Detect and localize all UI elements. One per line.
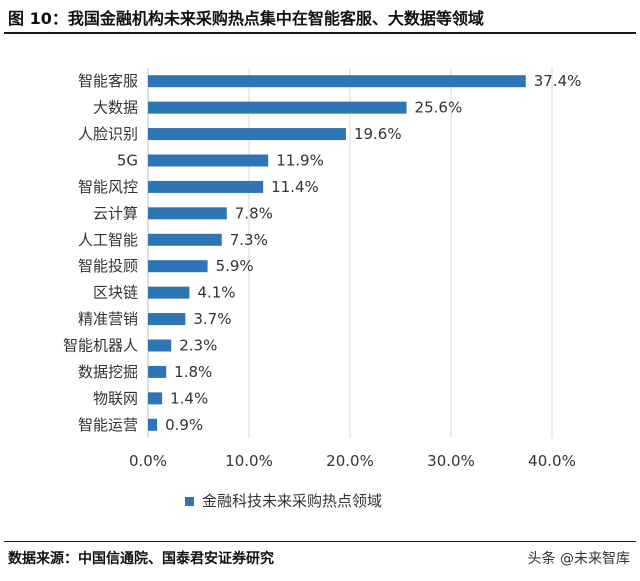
value-label: 2.3% — [179, 337, 217, 355]
category-label: 人脸识别 — [78, 125, 138, 143]
bar — [148, 418, 158, 431]
watermark: 头条 @未来智库 — [527, 551, 630, 567]
value-label: 11.4% — [271, 178, 319, 196]
grid-lines — [147, 68, 553, 438]
x-tick-label: 10.0% — [225, 452, 273, 470]
value-label: 25.6% — [415, 99, 463, 117]
value-labels: 37.4% 25.6% 19.6% 11.9% 11.4% 7.8% 7.3% 5.9% 4.1… — [165, 72, 581, 434]
value-label: 3.7% — [193, 310, 231, 328]
value-label: 37.4% — [534, 72, 582, 90]
bar — [148, 207, 227, 220]
bar — [148, 180, 264, 193]
category-label: 精准营销 — [78, 310, 138, 328]
bar — [148, 260, 208, 273]
bar — [148, 313, 186, 326]
category-label: 智能投顾 — [78, 257, 138, 275]
category-label: 人工智能 — [78, 231, 138, 249]
value-label: 5.9% — [216, 257, 254, 275]
bar — [148, 154, 269, 167]
bar — [148, 233, 222, 246]
category-label: 大数据 — [93, 99, 138, 117]
category-label: 智能运营 — [78, 416, 138, 434]
legend: 金融科技未来采购热点领域 — [185, 492, 382, 510]
legend-swatch — [185, 497, 194, 506]
bar — [148, 286, 190, 299]
top-rule — [4, 32, 636, 34]
x-tick-labels: 0.0% 10.0% 20.0% 30.0% 40.0% — [129, 452, 576, 470]
bar — [148, 101, 407, 114]
value-label: 1.8% — [174, 363, 212, 381]
value-label: 0.9% — [165, 416, 203, 434]
bar — [148, 128, 346, 141]
legend-label: 金融科技未来采购热点领域 — [202, 492, 382, 510]
value-label: 1.4% — [170, 389, 208, 407]
chart-title: 图 10：我国金融机构未来采购热点集中在智能客服、大数据等领域 — [8, 9, 484, 28]
category-label: 云计算 — [93, 204, 138, 222]
category-label: 智能风控 — [78, 178, 138, 196]
category-label: 5G — [117, 152, 138, 170]
category-label: 区块链 — [93, 284, 138, 302]
x-tick-label: 30.0% — [427, 452, 475, 470]
category-label: 物联网 — [93, 389, 138, 407]
category-label: 智能机器人 — [63, 337, 138, 355]
value-label: 7.8% — [235, 204, 273, 222]
source-note: 数据来源：中国信通院、国泰君安证券研究 — [8, 551, 274, 567]
bar — [148, 392, 163, 405]
x-tick-label: 20.0% — [326, 452, 374, 470]
value-label: 19.6% — [354, 125, 402, 143]
bar — [148, 365, 167, 378]
bars — [148, 75, 526, 431]
bottom-rule — [4, 541, 636, 542]
value-label: 11.9% — [276, 152, 324, 170]
bar — [148, 75, 526, 88]
value-label: 7.3% — [230, 231, 268, 249]
x-tick-label: 0.0% — [129, 452, 167, 470]
category-label: 智能客服 — [78, 72, 138, 90]
bar — [148, 339, 172, 352]
value-label: 4.1% — [197, 284, 235, 302]
x-tick-label: 40.0% — [528, 452, 576, 470]
category-label: 数据挖掘 — [78, 363, 138, 381]
